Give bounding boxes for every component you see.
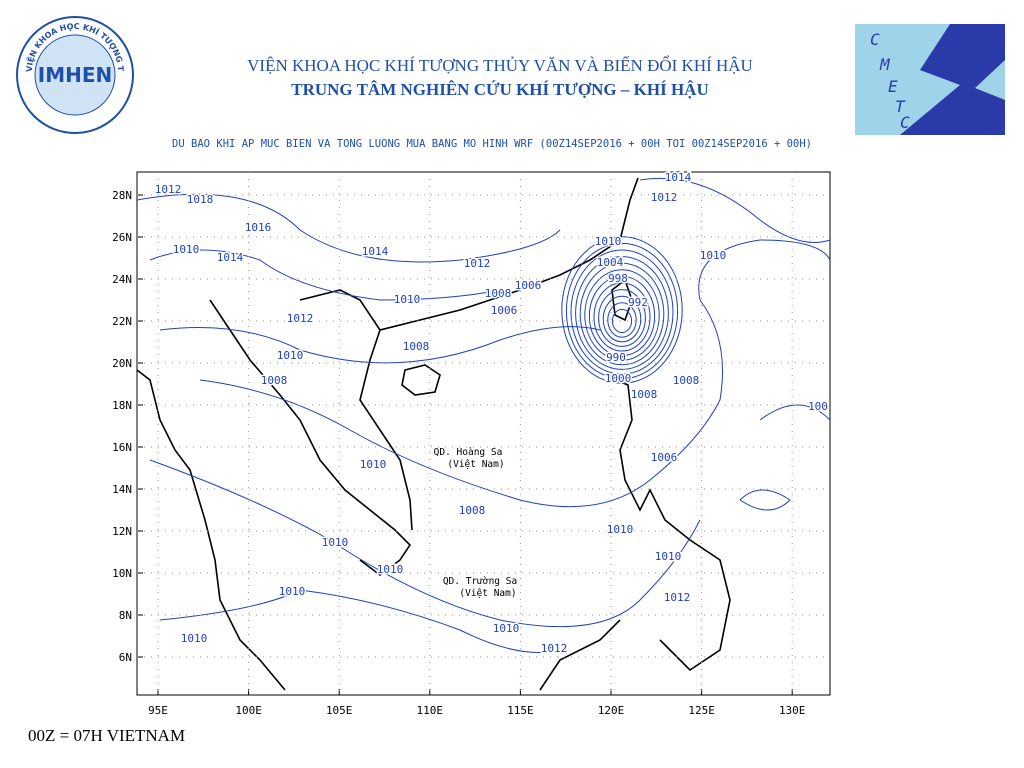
- contour-label: 1010: [595, 235, 622, 248]
- cmetc-letter: M: [879, 55, 891, 74]
- contour-label: 1010: [360, 458, 387, 471]
- logos: VIỆN KHOA HỌC KHÍ TƯỢNG THỦY VĂN VÀ BIẾN…: [0, 0, 1005, 135]
- contour-label: 1010: [279, 585, 306, 598]
- typhoon-isobar: [579, 262, 665, 366]
- contour-label: 1010: [394, 293, 421, 306]
- contour-label: 1010: [173, 243, 200, 256]
- place-label: QD. Trường Sa: [443, 576, 517, 587]
- lat-label: 6N: [119, 651, 132, 664]
- cmetc-letter: E: [888, 77, 898, 96]
- contour-label: 1016: [245, 221, 272, 234]
- lat-label: 12N: [112, 525, 132, 538]
- place-label: (Việt Nam): [447, 459, 504, 470]
- typhoon-isobar: [598, 289, 646, 347]
- contour-label: 1008: [459, 504, 486, 517]
- contour-label: 100: [808, 400, 828, 413]
- lon-label: 125E: [688, 704, 715, 717]
- contour-label: 1010: [607, 523, 634, 536]
- lat-label: 20N: [112, 357, 132, 370]
- contour-label: 998: [608, 272, 628, 285]
- typhoon-isobar: [593, 282, 651, 352]
- cmetc-letter: C: [900, 113, 910, 132]
- lat-label: 14N: [112, 483, 132, 496]
- typhoon-isobar: [584, 269, 660, 361]
- contour-label: 1006: [515, 279, 542, 292]
- contour-label: 1014: [665, 171, 692, 184]
- lon-label: 110E: [417, 704, 444, 717]
- contour-label: 1008: [485, 287, 512, 300]
- contour-label: 1012: [287, 312, 314, 325]
- contour-label: 1010: [493, 622, 520, 635]
- lat-label: 8N: [119, 609, 132, 622]
- contour-label: 1008: [403, 340, 430, 353]
- lat-label: 18N: [112, 399, 132, 412]
- typhoon-isobar: [575, 256, 669, 370]
- map-title: DU BAO KHI AP MUC BIEN VA TONG LUONG MUA…: [172, 138, 812, 150]
- lon-label: 95E: [148, 704, 168, 717]
- contour-label: 1012: [541, 642, 568, 655]
- contour-label: 1010: [181, 632, 208, 645]
- lon-label: 115E: [507, 704, 534, 717]
- typhoon-isobar: [588, 275, 656, 357]
- lat-label: 22N: [112, 315, 132, 328]
- contour-label: 1018: [187, 193, 214, 206]
- lon-label: 130E: [779, 704, 806, 717]
- logo-name: IMHEN: [38, 63, 112, 87]
- contour-label: 1010: [700, 249, 727, 262]
- contour-label: 1000: [605, 372, 632, 385]
- lon-label: 105E: [326, 704, 353, 717]
- contour-label: 1008: [261, 374, 288, 387]
- contour-label: 1012: [464, 257, 491, 270]
- contour-label: 1010: [277, 349, 304, 362]
- map-frame: [136, 171, 831, 696]
- typhoon-isobar: [570, 249, 674, 375]
- contour-label: 1006: [651, 451, 678, 464]
- logo-inner: [34, 34, 116, 116]
- contour-label: 1014: [362, 245, 389, 258]
- place-label: QD. Hoàng Sa: [434, 447, 503, 458]
- contour-label: 1010: [322, 536, 349, 549]
- contour-label: 1010: [655, 550, 682, 563]
- typhoon-isobar: [561, 236, 683, 384]
- center-name: TRUNG TÂM NGHIÊN CỨU KHÍ TƯỢNG – KHÍ HẬU: [291, 80, 709, 99]
- lat-label: 28N: [112, 189, 132, 202]
- place-label: (Việt Nam): [459, 588, 516, 599]
- contour-label: 1010: [377, 563, 404, 576]
- contour-label: 990: [606, 351, 626, 364]
- contour-label: 1008: [673, 374, 700, 387]
- contour-label: 1008: [631, 388, 658, 401]
- cmetc-letter: T: [895, 97, 906, 116]
- isobars: [136, 177, 831, 653]
- lon-label: 120E: [598, 704, 625, 717]
- typhoon-isobar: [602, 295, 642, 343]
- typhoon-isobar: [611, 308, 633, 334]
- typhoon-isobar: [607, 302, 637, 338]
- contour-label: 1004: [597, 256, 624, 269]
- contour-label: 1012: [664, 591, 691, 604]
- contour-label: 1006: [491, 304, 518, 317]
- cmetc-letter: C: [870, 30, 880, 49]
- footer-note: 00Z = 07H VIETNAM: [28, 726, 186, 745]
- cmetc-s: [900, 24, 1005, 135]
- lat-label: 24N: [112, 273, 132, 286]
- lat-label: 16N: [112, 441, 132, 454]
- contour-label: 1012: [155, 183, 182, 196]
- contour-label: 1012: [651, 191, 678, 204]
- contour-label: 992: [628, 296, 648, 309]
- institute-name: VIỆN KHOA HỌC KHÍ TƯỢNG THỦY VĂN VÀ BIẾN…: [247, 56, 753, 75]
- typhoon-isobar: [565, 242, 679, 380]
- lon-label: 100E: [235, 704, 262, 717]
- contour-label: 1014: [217, 251, 244, 264]
- lat-label: 10N: [112, 567, 132, 580]
- lat-label: 26N: [112, 231, 132, 244]
